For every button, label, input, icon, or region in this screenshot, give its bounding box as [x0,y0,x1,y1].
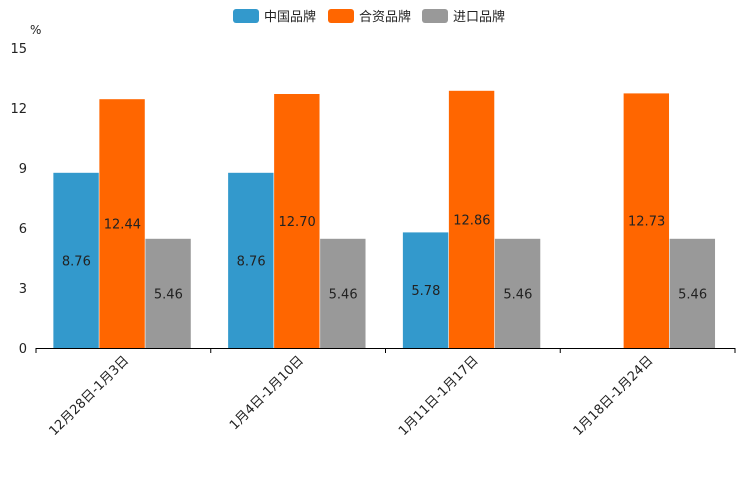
y-tick-label: 12 [10,102,27,117]
y-axis-label: % [30,23,41,37]
y-tick-label: 6 [19,222,27,237]
bar-1-2 [228,172,274,348]
data-label-3-1: 5.46 [154,287,183,302]
legend-swatch-2 [328,9,354,23]
y-tick-label: 15 [10,42,27,57]
legend: 中国品牌 合资品牌 进口品牌 [233,9,505,25]
x-axis: 12月28日-1月3日 1月4日-1月10日 1月11日-1月17日 1月18日-1月… [35,348,736,439]
bar-2-3 [448,90,495,349]
data-label-2-4: 12.73 [628,215,665,230]
bar-2-2 [274,94,320,348]
bar-3-3 [494,238,541,348]
data-label-1-2: 8.76 [237,254,266,269]
legend-label-1: 中国品牌 [264,9,316,25]
x-tick-label: 1月11日-1月17日 [396,353,482,439]
bars: 8.76 12.44 5.46 8.76 12.70 5.46 5.78 12.86 5.46 1… [53,90,716,349]
x-tick-label: 1月18日-1月24日 [571,353,657,439]
data-label-2-1: 12.44 [104,218,141,233]
bar-1-3 [402,232,449,348]
legend-swatch-1 [233,9,259,23]
data-label-3-3: 5.46 [503,287,532,302]
y-tick-label: 3 [19,282,27,297]
bar-3-2 [320,238,366,348]
bar-3-1 [145,238,191,348]
data-label-1-1: 8.76 [62,254,91,269]
data-label-2-2: 12.70 [279,215,316,230]
legend-swatch-3 [422,9,448,23]
y-axis: 0 3 6 9 12 15 [10,42,27,357]
y-tick-label: 9 [19,162,27,177]
bar-1-1 [53,172,99,348]
bar-2-4 [623,93,670,349]
data-label-3-2: 5.46 [329,287,358,302]
bar-3-4 [669,238,716,348]
legend-label-3: 进口品牌 [453,9,505,25]
data-label-1-3: 5.78 [411,284,440,299]
x-tick-label: 1月4日-1月10日 [227,353,307,433]
data-label-3-4: 5.46 [678,287,707,302]
y-tick-label: 0 [19,342,27,357]
bar-2-1 [99,99,145,348]
data-label-2-3: 12.86 [453,213,490,228]
legend-label-2: 合资品牌 [359,9,411,25]
x-tick-label: 12月28日-1月3日 [46,353,132,439]
